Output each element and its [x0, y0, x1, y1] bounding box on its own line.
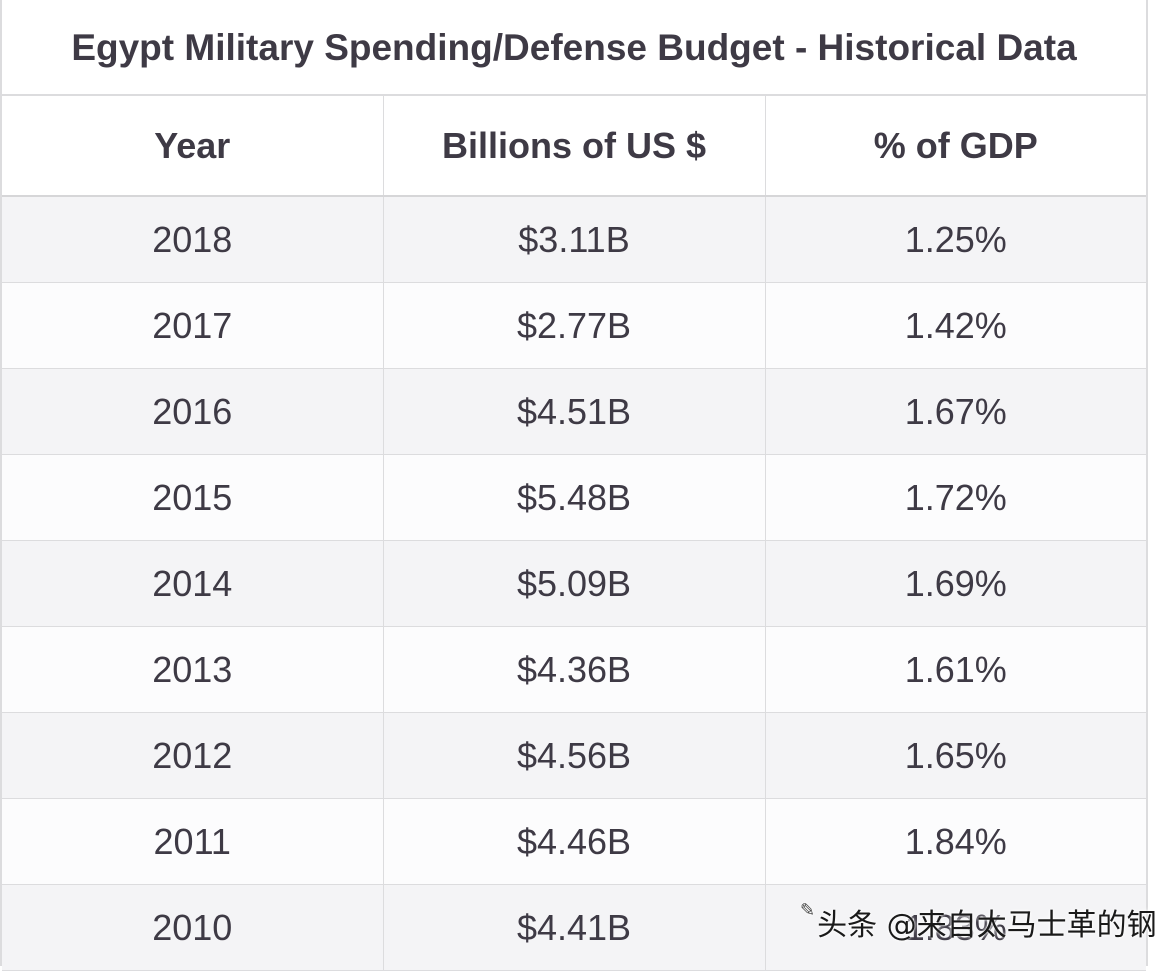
header-year: Year: [2, 96, 384, 197]
table-row: 2017 $2.77B 1.42%: [2, 282, 1146, 369]
cell-gdp: 1.25%: [765, 196, 1146, 283]
cell-billions: $4.51B: [383, 368, 766, 455]
cell-billions: $2.77B: [383, 282, 766, 369]
cell-gdp: 1.65%: [765, 712, 1146, 799]
table-row: 2016 $4.51B 1.67%: [2, 368, 1146, 455]
table-row: 2013 $4.36B 1.61%: [2, 626, 1146, 713]
cell-year: 2018: [2, 196, 384, 283]
cell-year: 2014: [2, 540, 384, 627]
toutiao-logo-icon: ✎: [800, 900, 816, 921]
table-row: 2018 $3.11B 1.25%: [2, 196, 1146, 283]
cell-billions: $4.56B: [383, 712, 766, 799]
cell-year: 2015: [2, 454, 384, 541]
cell-gdp: 1.67%: [765, 368, 1146, 455]
cell-year: 2016: [2, 368, 384, 455]
header-billions: Billions of US $: [383, 96, 766, 197]
watermark-text: 头条 @来自太马士革的钢: [817, 908, 1157, 943]
table-title: Egypt Military Spending/Defense Budget -…: [2, 0, 1146, 96]
table-row: 2015 $5.48B 1.72%: [2, 454, 1146, 541]
spending-table: Year Billions of US $ % of GDP 2018 $3.1…: [2, 96, 1146, 971]
cell-billions: $5.09B: [383, 540, 766, 627]
cell-year: 2013: [2, 626, 384, 713]
cell-billions: $4.36B: [383, 626, 766, 713]
cell-gdp: 1.61%: [765, 626, 1146, 713]
table-row: 2012 $4.56B 1.65%: [2, 712, 1146, 799]
table-row: 2010 $4.41B 1.83%: [2, 884, 1146, 971]
cell-gdp: 1.83%: [765, 884, 1146, 971]
cell-billions: $4.46B: [383, 798, 766, 885]
cell-year: 2017: [2, 282, 384, 369]
cell-gdp: 1.42%: [765, 282, 1146, 369]
cell-billions: $4.41B: [383, 884, 766, 971]
header-row: Year Billions of US $ % of GDP: [2, 96, 1146, 197]
cell-gdp: 1.72%: [765, 454, 1146, 541]
cell-year: 2012: [2, 712, 384, 799]
table-row: 2011 $4.46B 1.84%: [2, 798, 1146, 885]
cell-year: 2011: [2, 798, 384, 885]
watermark: ✎头条 @来自太马士革的钢: [800, 900, 1157, 944]
cell-gdp: 1.69%: [765, 540, 1146, 627]
cell-billions: $3.11B: [383, 196, 766, 283]
table-row: 2014 $5.09B 1.69%: [2, 540, 1146, 627]
cell-year: 2010: [2, 884, 384, 971]
cell-billions: $5.48B: [383, 454, 766, 541]
cell-gdp: 1.84%: [765, 798, 1146, 885]
header-gdp: % of GDP: [765, 96, 1146, 197]
